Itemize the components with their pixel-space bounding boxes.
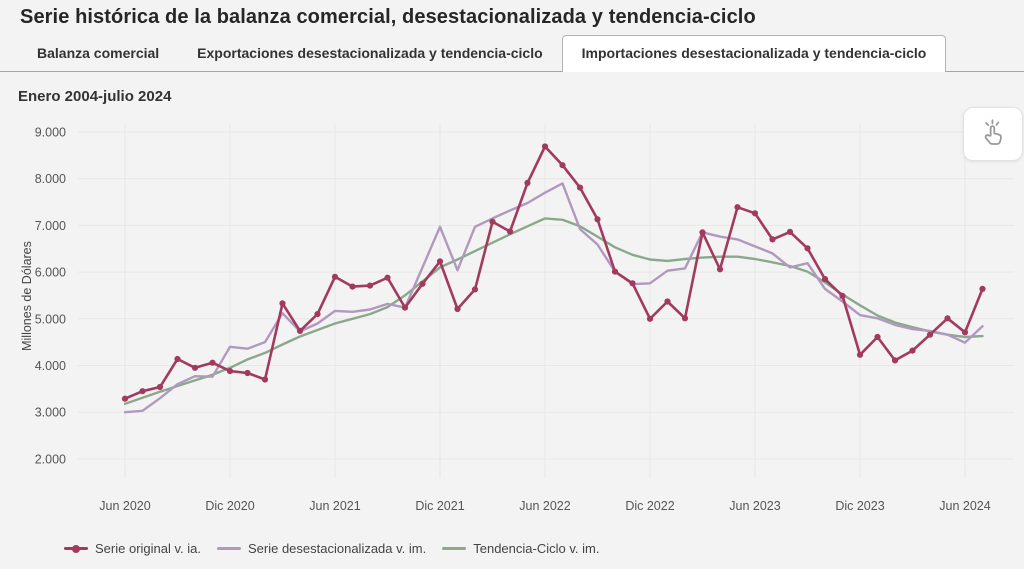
date-range-subtitle: Enero 2004-julio 2024: [18, 88, 172, 105]
svg-text:4.000: 4.000: [35, 359, 66, 373]
svg-text:Dic 2023: Dic 2023: [835, 499, 884, 513]
legend-item-desestacionalizada[interactable]: Serie desestacionalizada v. im.: [216, 541, 427, 556]
tab-bar: Balanza comercial Exportaciones desestac…: [0, 35, 1024, 72]
svg-text:Jun 2022: Jun 2022: [519, 499, 570, 513]
legend-label-serie-original: Serie original v. ia.: [95, 541, 201, 556]
legend-label-desestacionalizada: Serie desestacionalizada v. im.: [247, 541, 427, 556]
legend-marker-tendencia-ciclo: [442, 547, 467, 550]
svg-text:9.000: 9.000: [35, 126, 66, 140]
legend-item-tendencia-ciclo[interactable]: Tendencia-Ciclo v. im.: [442, 541, 599, 556]
tab-importaciones[interactable]: Importaciones desestacionalizada y tende…: [561, 35, 947, 72]
svg-text:Jun 2020: Jun 2020: [99, 499, 150, 513]
svg-text:8.000: 8.000: [35, 172, 66, 186]
svg-text:7.000: 7.000: [35, 219, 66, 233]
svg-text:Dic 2022: Dic 2022: [625, 499, 674, 513]
page-title: Serie histórica de la balanza comercial,…: [20, 6, 756, 28]
legend-marker-serie-original: [64, 544, 88, 553]
click-hand-icon: [976, 115, 1010, 154]
svg-text:3.000: 3.000: [35, 406, 66, 420]
svg-text:Jun 2024: Jun 2024: [939, 499, 990, 513]
legend-item-serie-original[interactable]: Serie original v. ia.: [64, 541, 201, 556]
tab-balanza-comercial[interactable]: Balanza comercial: [37, 45, 160, 61]
svg-text:6.000: 6.000: [35, 266, 66, 280]
svg-text:Millones de Dólares: Millones de Dólares: [20, 241, 34, 351]
svg-text:Jun 2021: Jun 2021: [309, 499, 360, 513]
svg-text:Jun 2023: Jun 2023: [729, 499, 780, 513]
svg-text:5.000: 5.000: [35, 312, 66, 326]
legend-marker-desestacionalizada: [216, 547, 241, 550]
svg-text:Dic 2020: Dic 2020: [205, 499, 254, 513]
tab-exportaciones[interactable]: Exportaciones desestacionalizada y tende…: [197, 45, 543, 61]
legend-label-tendencia-ciclo: Tendencia-Ciclo v. im.: [473, 541, 600, 556]
svg-text:2.000: 2.000: [35, 452, 66, 466]
pan-mode-button[interactable]: [963, 107, 1023, 161]
svg-text:Dic 2021: Dic 2021: [415, 499, 464, 513]
chart-legend: Serie original v. ia. Serie desestaciona…: [64, 541, 599, 556]
